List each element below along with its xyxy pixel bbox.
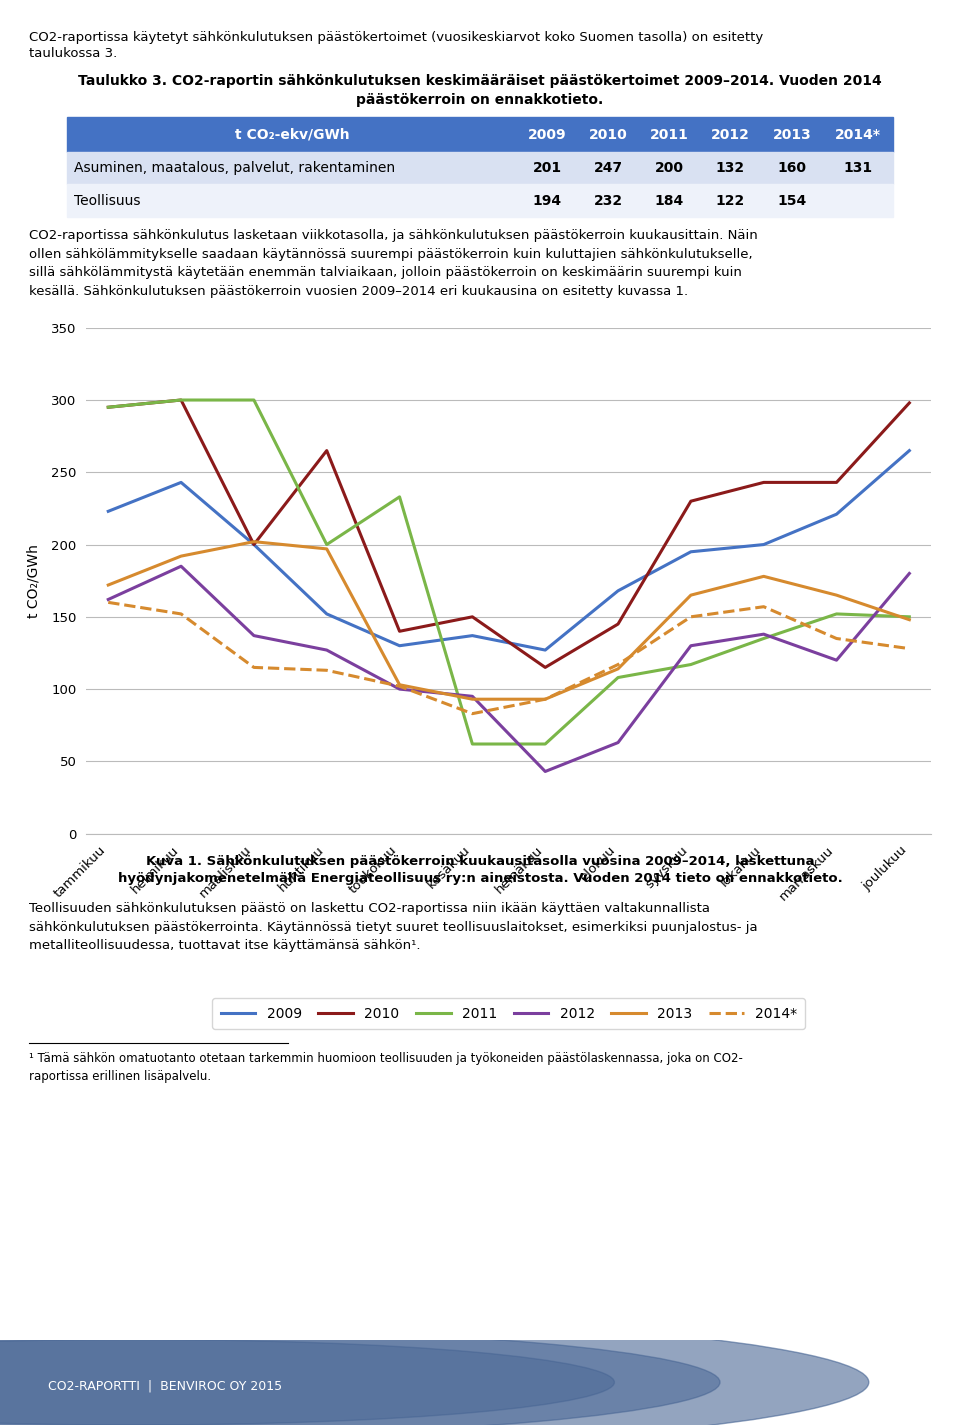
Text: sähkönkulutuksen päästökerrointa. Käytännössä tietyt suuret teollisuuslaitokset,: sähkönkulutuksen päästökerrointa. Käytän… [29, 921, 757, 933]
Text: 131: 131 [844, 161, 873, 175]
Text: 201: 201 [533, 161, 562, 175]
Text: päästökerroin on ennakkotieto.: päästökerroin on ennakkotieto. [356, 93, 604, 107]
Circle shape [0, 1310, 869, 1425]
Text: taulukossa 3.: taulukossa 3. [29, 47, 117, 60]
Text: CO2-raportissa sähkönkulutus lasketaan viikkotasolla, ja sähkönkulutuksen päästö: CO2-raportissa sähkönkulutus lasketaan v… [29, 229, 757, 298]
Text: t CO₂-ekv/GWh: t CO₂-ekv/GWh [235, 128, 349, 141]
Y-axis label: t CO₂/GWh: t CO₂/GWh [26, 544, 40, 617]
Bar [67, 117, 893, 152]
Text: Taulukko 3. CO2-raportin sähkönkulutuksen keskimääräiset päästökertoimet 2009–20: Taulukko 3. CO2-raportin sähkönkulutukse… [78, 74, 882, 88]
Text: 160: 160 [778, 161, 806, 175]
Text: 154: 154 [778, 194, 806, 208]
Text: ¹ Tämä sähkön omatuotanto otetaan tarkemmin huomioon teollisuuden ja työkoneiden: ¹ Tämä sähkön omatuotanto otetaan tarkem… [29, 1052, 743, 1064]
Text: 247: 247 [593, 161, 622, 175]
Text: Teollisuus: Teollisuus [74, 194, 140, 208]
Text: 184: 184 [655, 194, 684, 208]
Text: 2012: 2012 [710, 128, 750, 141]
Text: 13: 13 [894, 1371, 936, 1401]
Text: 2014*: 2014* [835, 128, 881, 141]
Text: 2009: 2009 [528, 128, 566, 141]
Text: hyödynjakomenetelmällä Energiateollisuus ry:n aineistosta. Vuoden 2014 tieto on : hyödynjakomenetelmällä Energiateollisuus… [118, 872, 842, 885]
Text: CO2-raportissa käytetyt sähkönkulutuksen päästökertoimet (vuosikeskiarvot koko S: CO2-raportissa käytetyt sähkönkulutuksen… [29, 31, 763, 44]
Text: 2013: 2013 [773, 128, 811, 141]
Text: raportissa erillinen lisäpalvelu.: raportissa erillinen lisäpalvelu. [29, 1070, 211, 1083]
Text: CO2-RAPORTTI  |  BENVIROC OY 2015: CO2-RAPORTTI | BENVIROC OY 2015 [48, 1379, 282, 1392]
Circle shape [0, 1340, 614, 1425]
Text: 232: 232 [593, 194, 622, 208]
Bar [67, 152, 893, 184]
Text: 200: 200 [655, 161, 684, 175]
Text: metalliteollisuudessa, tuottavat itse käyttämänsä sähkön¹.: metalliteollisuudessa, tuottavat itse kä… [29, 939, 420, 952]
Circle shape [0, 1327, 720, 1425]
Legend: 2009, 2010, 2011, 2012, 2013, 2014*: 2009, 2010, 2011, 2012, 2013, 2014* [212, 999, 805, 1029]
Text: 122: 122 [715, 194, 745, 208]
Text: 2011: 2011 [650, 128, 688, 141]
Text: Asuminen, maatalous, palvelut, rakentaminen: Asuminen, maatalous, palvelut, rakentami… [74, 161, 395, 175]
Text: 132: 132 [715, 161, 745, 175]
Text: Kuva 1. Sähkönkulutuksen päästökerroin kuukausitasolla vuosina 2009–2014, lasket: Kuva 1. Sähkönkulutuksen päästökerroin k… [146, 855, 814, 868]
Text: 2010: 2010 [588, 128, 627, 141]
Text: Teollisuuden sähkönkulutuksen päästö on laskettu CO2-raportissa niin ikään käytt: Teollisuuden sähkönkulutuksen päästö on … [29, 902, 709, 915]
Bar [67, 184, 893, 217]
Text: 194: 194 [533, 194, 562, 208]
